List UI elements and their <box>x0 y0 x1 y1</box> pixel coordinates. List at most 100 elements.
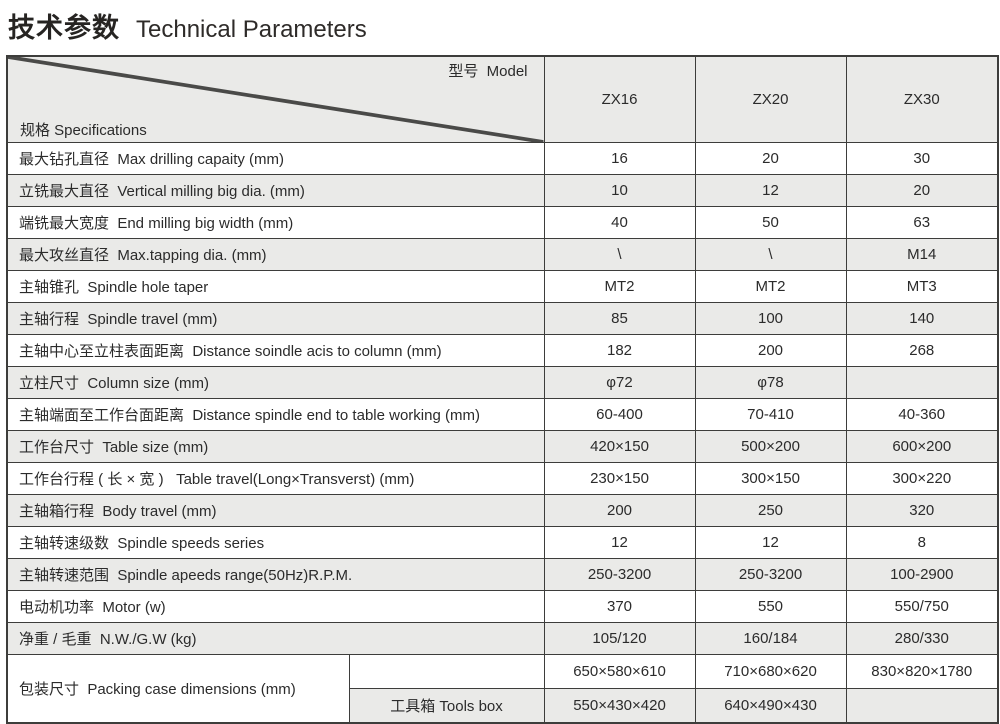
cell-value: 160/184 <box>694 622 847 655</box>
packing-row-case: 包装尺寸 Packing case dimensions (mm) 650×58… <box>6 654 999 723</box>
cell-value <box>845 366 999 399</box>
cell-value: MT2 <box>694 270 847 303</box>
cell-value: 268 <box>845 334 999 367</box>
table-header-row: 规格 Specifications 型号 Model ZX16 ZX20 ZX3… <box>6 55 999 143</box>
cell-value: 8 <box>845 526 999 559</box>
cell-value: 550/750 <box>845 590 999 623</box>
cell-value: 640×490×430 <box>694 688 847 723</box>
model-header-label: 型号 Model <box>448 63 528 80</box>
cell-value: 250-3200 <box>543 558 696 591</box>
cell-value: MT3 <box>845 270 999 303</box>
cell-value: 100-2900 <box>845 558 999 591</box>
table-row: 端铣最大宽度 End milling big width (mm) 40 50 … <box>6 206 999 239</box>
cell-value: 40 <box>543 206 696 239</box>
table-row: 电动机功率 Motor (w) 370 550 550/750 <box>6 590 999 623</box>
toolbox-label: 工具箱 Tools box <box>348 688 545 723</box>
cell-value: 250-3200 <box>694 558 847 591</box>
cell-value: 12 <box>694 174 847 207</box>
page-title-zh: 技术参数 <box>8 13 120 43</box>
cell-value: 70-410 <box>694 398 847 431</box>
cell-value: 370 <box>543 590 696 623</box>
row-label: 最大攻丝直径 Max.tapping dia. (mm) <box>6 238 545 271</box>
cell-value: 550×430×420 <box>543 688 696 723</box>
cell-value: 12 <box>694 526 847 559</box>
cell-value: 20 <box>694 142 847 175</box>
cell-value: MT2 <box>543 270 696 303</box>
cell-value: 85 <box>543 302 696 335</box>
page-title-en: Technical Parameters <box>136 16 367 43</box>
cell-value: 300×220 <box>845 462 999 495</box>
cell-value: 20 <box>845 174 999 207</box>
column-header-zx16: ZX16 <box>543 55 696 143</box>
table-row: 主轴箱行程 Body travel (mm) 200 250 320 <box>6 494 999 527</box>
cell-value <box>845 688 999 723</box>
cell-value: 10 <box>543 174 696 207</box>
row-label: 主轴箱行程 Body travel (mm) <box>6 494 545 527</box>
table-row: 立铣最大直径 Vertical milling big dia. (mm) 10… <box>6 174 999 207</box>
cell-value: 710×680×620 <box>694 654 847 689</box>
cell-value: 250 <box>694 494 847 527</box>
cell-value: M14 <box>845 238 999 271</box>
cell-value: φ72 <box>543 366 696 399</box>
cell-value: 200 <box>694 334 847 367</box>
cell-value: 420×150 <box>543 430 696 463</box>
table-row: 主轴转速级数 Spindle speeds series 12 12 8 <box>6 526 999 559</box>
cell-value: 320 <box>845 494 999 527</box>
table-row: 主轴端面至工作台面距离 Distance spindle end to tabl… <box>6 398 999 431</box>
row-label: 立铣最大直径 Vertical milling big dia. (mm) <box>6 174 545 207</box>
table-row: 最大攻丝直径 Max.tapping dia. (mm) \ \ M14 <box>6 238 999 271</box>
cell-value: 63 <box>845 206 999 239</box>
row-label: 电动机功率 Motor (w) <box>6 590 545 623</box>
page-title: 技术参数 Technical Parameters <box>8 6 367 45</box>
cell-value: 140 <box>845 302 999 335</box>
cell-value: \ <box>694 238 847 271</box>
cell-value: φ78 <box>694 366 847 399</box>
cell-value: 50 <box>694 206 847 239</box>
packing-label: 包装尺寸 Packing case dimensions (mm) <box>6 654 350 723</box>
cell-value: 60-400 <box>543 398 696 431</box>
table-row: 净重 / 毛重 N.W./G.W (kg) 105/120 160/184 28… <box>6 622 999 655</box>
row-label: 工作台尺寸 Table size (mm) <box>6 430 545 463</box>
row-label: 端铣最大宽度 End milling big width (mm) <box>6 206 545 239</box>
packing-sub-empty-cell <box>348 654 545 689</box>
cell-value: 40-360 <box>845 398 999 431</box>
row-label: 最大钻孔直径 Max drilling capaity (mm) <box>6 142 545 175</box>
table-row: 立柱尺寸 Column size (mm) φ72 φ78 <box>6 366 999 399</box>
row-label: 主轴转速范围 Spindle apeeds range(50Hz)R.P.M. <box>6 558 545 591</box>
cell-value: 105/120 <box>543 622 696 655</box>
row-label: 工作台行程 ( 长 × 宽 ) Table travel(Long×Transv… <box>6 462 545 495</box>
cell-value: \ <box>543 238 696 271</box>
table-row: 主轴中心至立柱表面距离 Distance soindle acis to col… <box>6 334 999 367</box>
cell-value: 200 <box>543 494 696 527</box>
cell-value: 100 <box>694 302 847 335</box>
row-label: 净重 / 毛重 N.W./G.W (kg) <box>6 622 545 655</box>
cell-value: 12 <box>543 526 696 559</box>
cell-value: 16 <box>543 142 696 175</box>
cell-value: 182 <box>543 334 696 367</box>
table-row: 最大钻孔直径 Max drilling capaity (mm) 16 20 3… <box>6 142 999 175</box>
cell-value: 550 <box>694 590 847 623</box>
table-row: 工作台行程 ( 长 × 宽 ) Table travel(Long×Transv… <box>6 462 999 495</box>
spec-model-header-cell: 规格 Specifications 型号 Model <box>6 55 545 143</box>
column-header-zx30: ZX30 <box>845 55 999 143</box>
cell-value: 230×150 <box>543 462 696 495</box>
cell-value: 650×580×610 <box>543 654 696 689</box>
row-label: 主轴行程 Spindle travel (mm) <box>6 302 545 335</box>
row-label: 主轴锥孔 Spindle hole taper <box>6 270 545 303</box>
row-label: 立柱尺寸 Column size (mm) <box>6 366 545 399</box>
column-header-zx20: ZX20 <box>694 55 847 143</box>
table-row: 主轴转速范围 Spindle apeeds range(50Hz)R.P.M. … <box>6 558 999 591</box>
table-row: 主轴行程 Spindle travel (mm) 85 100 140 <box>6 302 999 335</box>
row-label: 主轴端面至工作台面距离 Distance spindle end to tabl… <box>6 398 545 431</box>
table-row: 主轴锥孔 Spindle hole taper MT2 MT2 MT3 <box>6 270 999 303</box>
row-label: 主轴中心至立柱表面距离 Distance soindle acis to col… <box>6 334 545 367</box>
cell-value: 280/330 <box>845 622 999 655</box>
diagonal-divider <box>8 57 544 142</box>
cell-value: 300×150 <box>694 462 847 495</box>
cell-value: 830×820×1780 <box>845 654 999 689</box>
technical-parameters-table: 规格 Specifications 型号 Model ZX16 ZX20 ZX3… <box>6 55 1000 724</box>
cell-value: 30 <box>845 142 999 175</box>
table-row: 工作台尺寸 Table size (mm) 420×150 500×200 60… <box>6 430 999 463</box>
spec-header-label: 规格 Specifications <box>20 122 147 139</box>
row-label: 主轴转速级数 Spindle speeds series <box>6 526 545 559</box>
